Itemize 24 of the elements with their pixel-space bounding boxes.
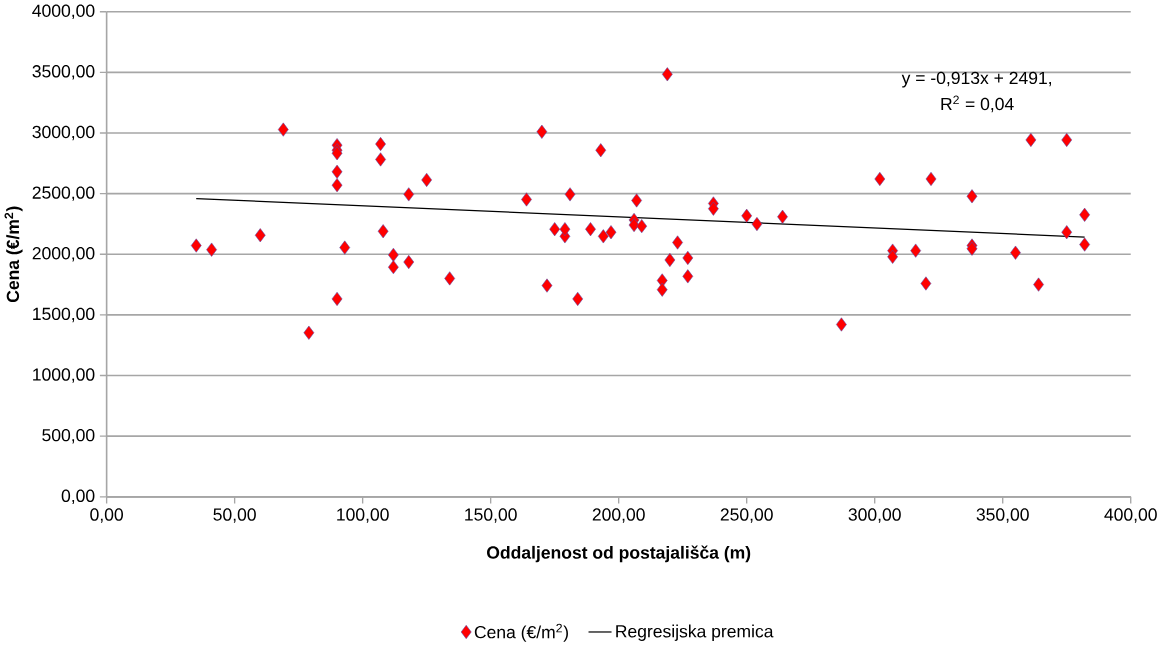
legend-label: Cena (€/m$^{2}$) xyxy=(474,623,568,643)
legend-label: Regresijska premica xyxy=(616,624,774,642)
y-tick-label: 4000,00 xyxy=(32,4,95,20)
x-tick-label: 100,00 xyxy=(337,508,389,523)
x-tick-label: 400,00 xyxy=(1104,508,1157,523)
x-tick-label: 200,00 xyxy=(592,508,645,523)
y-axis-title: Cena (€/m$^{2}$) xyxy=(4,206,23,303)
x-axis-title: Oddaljenost od postajališča (m) xyxy=(487,545,751,563)
y-tick-label: 2000,00 xyxy=(32,247,95,262)
x-tick-label: 250,00 xyxy=(720,508,773,523)
x-tick-label: 350,00 xyxy=(976,508,1029,523)
x-tick-label: 300,00 xyxy=(848,508,901,523)
y-tick-label: 3000,00 xyxy=(32,125,95,141)
y-tick-label: 0,00 xyxy=(61,489,95,505)
annotation: R$^{2}$ = 0,04 xyxy=(941,95,1014,113)
x-tick-label: 150,00 xyxy=(465,508,517,523)
x-tick-label: 50,00 xyxy=(213,508,256,523)
y-tick-label: 1500,00 xyxy=(33,307,95,323)
y-tick-label: 3500,00 xyxy=(32,65,95,80)
annotation: y = -0,913x + 2491, xyxy=(901,71,1051,88)
y-tick-label: 500,00 xyxy=(42,429,95,444)
y-tick-label: 1000,00 xyxy=(33,368,95,383)
y-tick-label: 2500,00 xyxy=(32,186,95,202)
x-tick-label: 0,00 xyxy=(90,508,123,523)
